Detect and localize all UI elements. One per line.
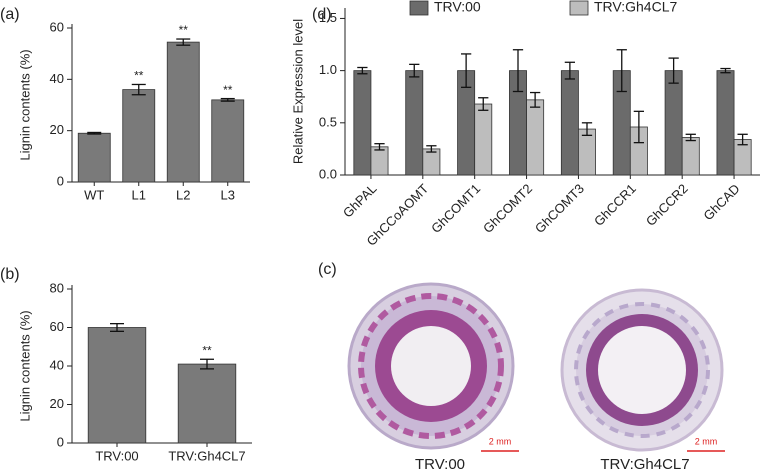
y-axis-label: Lignin contents (%) — [17, 310, 32, 421]
error-bar — [685, 133, 696, 142]
error-bar — [176, 38, 191, 46]
significance-mark: ** — [202, 343, 212, 357]
y-tick-label: 40 — [50, 71, 64, 86]
bar — [474, 103, 493, 176]
significance-mark: ** — [223, 83, 233, 97]
x-tick-label: GhCOMT1 — [428, 181, 483, 236]
y-tick-label: 0.5 — [319, 114, 337, 129]
bar — [177, 363, 237, 444]
bar — [87, 327, 147, 444]
stem-section — [347, 282, 515, 450]
x-tick-label: GhPAL — [340, 181, 380, 221]
error-bar — [720, 67, 731, 74]
x-tick-label: L1 — [132, 187, 146, 202]
bar — [77, 132, 111, 183]
error-bar — [357, 66, 368, 75]
bar — [370, 146, 389, 176]
panel-label: (a) — [0, 6, 20, 23]
image-caption: TRV:00 — [415, 456, 465, 473]
y-tick-label: 40 — [50, 357, 64, 372]
error-bar — [529, 91, 541, 108]
error-bar — [374, 143, 385, 151]
legend-swatch — [569, 0, 589, 16]
bar — [166, 41, 200, 183]
panel: (a) Lignin contents (%) 0 20 40 60 WT L1 ** L2 ** L… — [0, 6, 250, 202]
y-tick-label: 1.0 — [319, 62, 337, 77]
bar — [560, 70, 579, 176]
y-tick-label: 0 — [57, 434, 64, 449]
panel-label: (d) — [312, 6, 332, 23]
y-tick-label: 80 — [50, 280, 64, 295]
x-tick-label: GhCOMT3 — [532, 181, 587, 236]
bar — [422, 148, 441, 176]
x-tick-label: GhCCR2 — [643, 181, 691, 229]
x-tick-label: TRV:00 — [95, 448, 138, 463]
panel: (b) Lignin contents (%) 0 20 40 60 80 TRV:00 TRV… — [0, 266, 252, 463]
x-tick-label: GhCCR1 — [591, 181, 639, 229]
error-bar — [110, 322, 124, 333]
error-bar — [512, 49, 524, 93]
x-tick-label: L3 — [221, 187, 235, 202]
y-axis-label: Relative Expression level — [290, 19, 305, 164]
error-bar — [131, 83, 146, 96]
x-tick-label: GhCAD — [700, 181, 742, 223]
y-tick-label: 60 — [50, 319, 64, 334]
x-tick-label: L2 — [176, 187, 190, 202]
error-bar — [200, 358, 214, 370]
scale-text: 2 mm — [489, 436, 512, 446]
error-bar — [737, 133, 748, 146]
y-tick-label: 0.0 — [319, 166, 337, 181]
bar — [716, 70, 735, 176]
bar — [681, 137, 700, 176]
scale-text: 2 mm — [695, 436, 718, 446]
y-tick-label: 1.5 — [319, 10, 337, 25]
error-bar — [633, 110, 645, 144]
x-tick-label: GhCOMT2 — [480, 181, 535, 236]
error-bar — [581, 122, 593, 136]
bar — [122, 89, 156, 183]
error-bar — [220, 97, 235, 102]
error-bar — [460, 53, 472, 88]
error-bar — [409, 63, 420, 78]
error-bar — [616, 49, 627, 93]
bar — [353, 70, 372, 176]
image-caption: TRV:Gh4CL7 — [600, 456, 689, 473]
panel-label: (c) — [318, 261, 337, 278]
error-bar — [426, 145, 437, 153]
error-bar — [564, 61, 576, 80]
panel: (d) Relative Expression level 0.0 0.5 1.0 1.5… — [290, 0, 760, 249]
x-tick-label: TRV:Gh4CL7 — [168, 448, 245, 463]
stem-section — [560, 288, 724, 452]
legend-swatch — [409, 0, 429, 16]
error-bar — [478, 97, 489, 111]
bar — [664, 70, 683, 176]
y-axis-label: Lignin contents (%) — [17, 49, 32, 160]
error-bar — [87, 131, 102, 135]
bar — [211, 99, 245, 183]
y-tick-label: 0 — [57, 173, 64, 188]
legend-label: TRV:Gh4CL7 — [594, 0, 677, 15]
bar — [405, 70, 424, 176]
y-tick-label: 20 — [50, 122, 64, 137]
panel-label: (b) — [0, 266, 20, 283]
x-tick-label: WT — [84, 187, 104, 202]
panel-c: (c) 2 mm 2 mm TRV:00 TRV:Gh4CL7 — [318, 261, 725, 473]
error-bar — [668, 57, 679, 84]
bar — [526, 99, 545, 176]
legend-label: TRV:00 — [434, 0, 481, 15]
y-tick-label: 20 — [50, 396, 64, 411]
significance-mark: ** — [179, 23, 189, 37]
y-tick-label: 60 — [50, 19, 64, 34]
significance-mark: ** — [134, 69, 144, 83]
